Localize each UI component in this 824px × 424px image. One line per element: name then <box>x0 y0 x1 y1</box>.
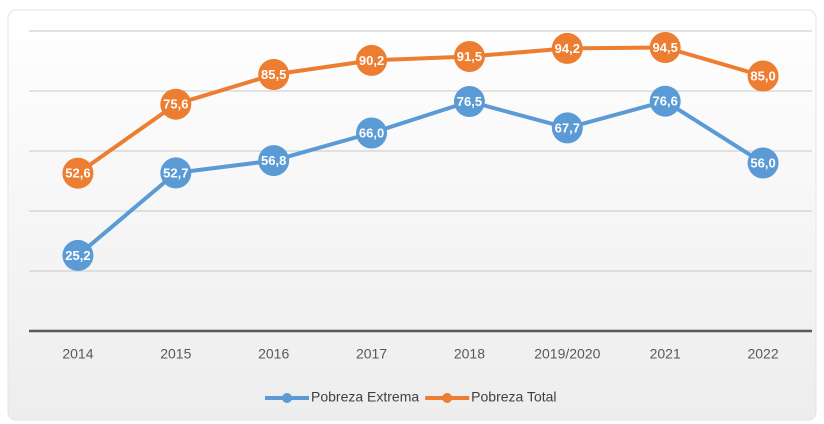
x-tick-label: 2022 <box>747 346 778 362</box>
data-label: 67,7 <box>555 120 580 135</box>
data-point <box>453 86 485 117</box>
data-point <box>160 157 192 189</box>
legend-label: Pobreza Total <box>471 389 556 405</box>
data-point <box>258 59 290 90</box>
series-line <box>76 99 765 257</box>
data-point <box>258 145 290 177</box>
legend-swatch-marker <box>442 393 453 403</box>
data-point <box>747 60 779 92</box>
data-point <box>62 157 94 189</box>
data-label: 76,6 <box>653 94 678 109</box>
data-point <box>649 85 681 117</box>
legend-swatch-marker <box>282 393 292 403</box>
x-tick-label: 2015 <box>160 346 191 362</box>
x-tick-label: 2014 <box>62 346 93 362</box>
data-point <box>551 112 583 144</box>
data-label: 90,2 <box>359 53 384 68</box>
data-label: 94,5 <box>653 40 678 55</box>
data-point <box>453 41 485 72</box>
data-point <box>649 32 681 63</box>
data-label: 76,5 <box>457 94 482 109</box>
x-tick-label: 2021 <box>650 346 681 362</box>
data-label: 91,5 <box>457 49 482 64</box>
x-tick-label: 2018 <box>454 346 485 362</box>
x-tick-label: 2016 <box>258 346 289 362</box>
data-label: 75,6 <box>163 97 188 112</box>
chart-panel <box>7 9 817 421</box>
data-point <box>747 147 779 179</box>
data-label: 25,2 <box>65 248 90 263</box>
data-label: 94,2 <box>555 41 580 56</box>
data-point <box>356 117 388 149</box>
legend-label: Pobreza Extrema <box>311 389 419 405</box>
data-label: 85,5 <box>261 67 286 82</box>
data-label: 56,0 <box>750 155 775 170</box>
data-label: 56,8 <box>261 153 286 168</box>
data-label: 52,7 <box>163 165 188 180</box>
x-tick-label: 2019/2020 <box>534 346 600 362</box>
data-label: 85,0 <box>750 68 775 83</box>
data-point <box>160 88 192 120</box>
series-line <box>76 45 764 175</box>
data-label: 52,6 <box>65 166 90 181</box>
x-tick-label: 2017 <box>356 346 387 362</box>
data-point <box>356 44 388 76</box>
data-point <box>551 32 583 64</box>
data-point <box>62 239 94 271</box>
data-label: 66,0 <box>359 125 384 140</box>
